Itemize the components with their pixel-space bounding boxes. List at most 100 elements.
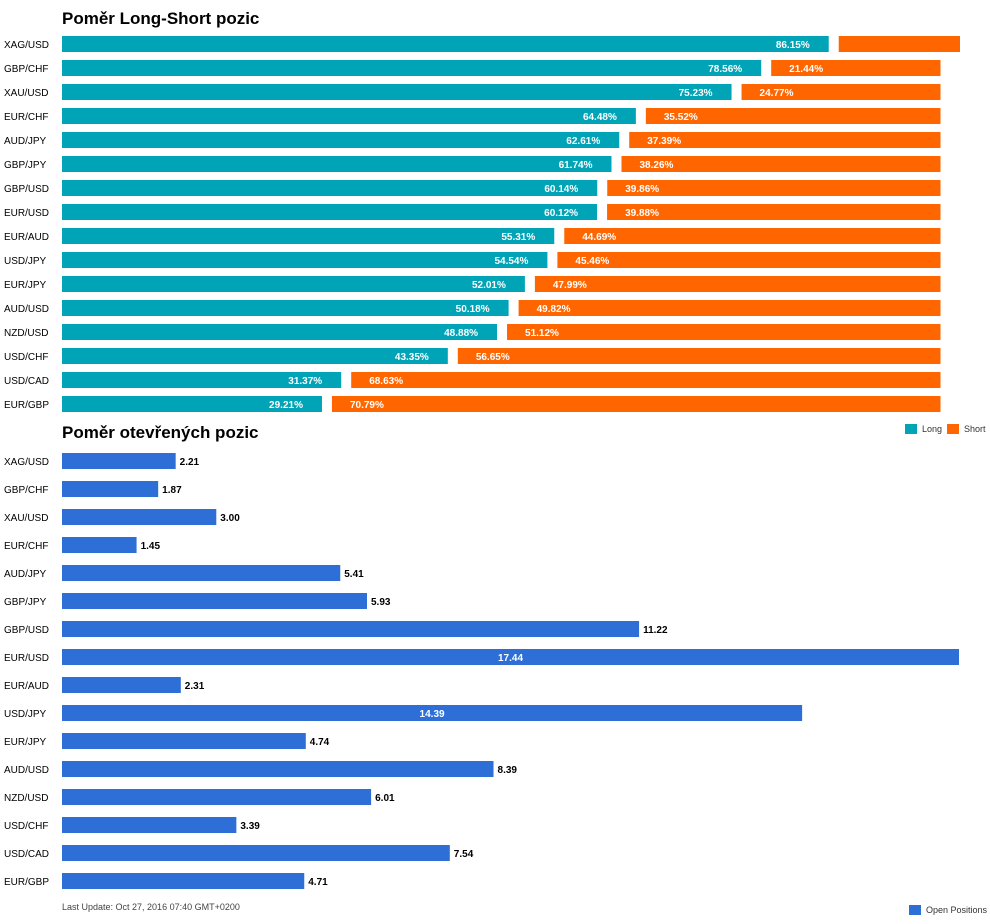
open-positions-value-label-gbp-jpy: 5.93 xyxy=(371,597,391,608)
short-bar-eur-aud xyxy=(564,228,941,244)
category-label-xau-usd: XAU/USD xyxy=(4,88,48,99)
short-value-label-gbp-jpy: 38.26% xyxy=(639,160,673,171)
short-value-label-usd-jpy: 45.46% xyxy=(575,256,609,267)
category-label-xag-usd: XAG/USD xyxy=(4,40,49,51)
long-bar-usd-cad xyxy=(62,372,342,388)
long-bar-aud-jpy xyxy=(62,132,620,148)
long-short-chart-title: Poměr Long-Short pozic xyxy=(62,9,260,28)
category-label-eur-jpy: EUR/JPY xyxy=(4,737,47,748)
long-short-chart: XAG/USD 86.15% GBP/CHF 78.56% 21.44% XAU/USD 7… xyxy=(4,36,960,412)
open-positions-bar-usd-jpy xyxy=(62,705,803,721)
category-label-eur-chf: EUR/CHF xyxy=(4,541,48,552)
short-value-label-eur-aud: 44.69% xyxy=(582,232,616,243)
open-positions-bar-eur-usd xyxy=(62,649,959,665)
short-bar-usd-cad xyxy=(351,372,941,388)
long-value-label-gbp-jpy: 61.74% xyxy=(559,160,593,171)
legend-open-label: Open Positions xyxy=(926,905,988,915)
open-positions-value-label-eur-usd: 17.44 xyxy=(498,653,523,664)
open-positions-value-label-gbp-chf: 1.87 xyxy=(162,485,182,496)
long-value-label-aud-jpy: 62.61% xyxy=(566,136,600,147)
open-positions-chart-title: Poměr otevřených pozic xyxy=(62,423,259,442)
open-positions-value-label-xag-usd: 2.21 xyxy=(180,457,200,468)
open-positions-bar-eur-gbp xyxy=(62,873,305,889)
category-label-eur-jpy: EUR/JPY xyxy=(4,280,47,291)
long-value-label-xau-usd: 75.23% xyxy=(679,88,713,99)
category-label-aud-usd: AUD/USD xyxy=(4,765,49,776)
legend-open-swatch xyxy=(909,905,921,915)
open-positions-value-label-eur-chf: 1.45 xyxy=(141,541,161,552)
short-bar-aud-usd xyxy=(518,300,941,316)
long-value-label-gbp-chf: 78.56% xyxy=(708,64,742,75)
long-bar-usd-chf xyxy=(62,348,448,364)
open-positions-bar-gbp-jpy xyxy=(62,593,368,609)
category-label-usd-cad: USD/CAD xyxy=(4,376,49,387)
long-value-label-eur-gbp: 29.21% xyxy=(269,400,303,411)
legend-long: Long xyxy=(905,424,942,434)
open-positions-value-label-eur-jpy: 4.74 xyxy=(310,737,330,748)
category-label-xag-usd: XAG/USD xyxy=(4,457,49,468)
short-bar-eur-usd xyxy=(607,204,941,220)
category-label-xau-usd: XAU/USD xyxy=(4,513,48,524)
category-label-usd-chf: USD/CHF xyxy=(4,821,48,832)
category-label-nzd-usd: NZD/USD xyxy=(4,328,48,339)
long-bar-xag-usd xyxy=(62,36,829,52)
category-label-gbp-usd: GBP/USD xyxy=(4,625,49,636)
long-value-label-aud-usd: 50.18% xyxy=(456,304,490,315)
open-positions-value-label-usd-cad: 7.54 xyxy=(454,849,474,860)
long-value-label-eur-chf: 64.48% xyxy=(583,112,617,123)
open-positions-value-label-usd-chf: 3.39 xyxy=(240,821,260,832)
short-value-label-usd-chf: 56.65% xyxy=(476,352,510,363)
short-value-label-aud-jpy: 37.39% xyxy=(647,136,681,147)
short-bar-gbp-usd xyxy=(607,180,941,196)
open-positions-chart: XAG/USD 2.21 GBP/CHF 1.87 XAU/USD 3.00 EUR/CHF… xyxy=(4,453,959,889)
short-bar-xag-usd xyxy=(838,36,960,52)
open-positions-value-label-usd-jpy: 14.39 xyxy=(420,709,445,720)
open-positions-bar-xag-usd xyxy=(62,453,176,469)
category-label-eur-gbp: EUR/GBP xyxy=(4,877,49,888)
open-positions-bar-eur-chf xyxy=(62,537,137,553)
legend-long-label: Long xyxy=(922,424,943,434)
open-positions-value-label-aud-jpy: 5.41 xyxy=(344,569,364,580)
long-value-label-usd-jpy: 54.54% xyxy=(494,256,528,267)
long-value-label-nzd-usd: 48.88% xyxy=(444,328,478,339)
short-bar-eur-gbp xyxy=(331,396,941,412)
long-bar-eur-gbp xyxy=(62,396,322,412)
long-value-label-eur-usd: 60.12% xyxy=(544,208,578,219)
short-value-label-gbp-usd: 39.86% xyxy=(625,184,659,195)
short-value-label-gbp-chf: 21.44% xyxy=(789,64,823,75)
category-label-gbp-usd: GBP/USD xyxy=(4,184,49,195)
long-bar-nzd-usd xyxy=(62,324,498,340)
short-value-label-eur-chf: 35.52% xyxy=(664,112,698,123)
category-label-gbp-jpy: GBP/JPY xyxy=(4,597,47,608)
short-bar-eur-jpy xyxy=(534,276,941,292)
category-label-eur-aud: EUR/AUD xyxy=(4,232,49,243)
short-value-label-nzd-usd: 51.12% xyxy=(525,328,559,339)
category-label-gbp-chf: GBP/CHF xyxy=(4,485,48,496)
category-label-eur-chf: EUR/CHF xyxy=(4,112,48,123)
long-bar-eur-chf xyxy=(62,108,636,124)
short-bar-gbp-chf xyxy=(771,60,941,76)
short-bar-eur-chf xyxy=(645,108,941,124)
open-positions-bar-aud-jpy xyxy=(62,565,341,581)
short-value-label-eur-usd: 39.88% xyxy=(625,208,659,219)
long-bar-eur-usd xyxy=(62,204,598,220)
open-positions-bar-nzd-usd xyxy=(62,789,372,805)
short-bar-xau-usd xyxy=(741,84,941,100)
category-label-aud-usd: AUD/USD xyxy=(4,304,49,315)
short-value-label-eur-gbp: 70.79% xyxy=(350,400,384,411)
open-positions-value-label-gbp-usd: 11.22 xyxy=(643,625,668,636)
long-bar-aud-usd xyxy=(62,300,509,316)
category-label-usd-chf: USD/CHF xyxy=(4,352,48,363)
legend-short-swatch xyxy=(947,424,959,434)
short-value-label-eur-jpy: 47.99% xyxy=(553,280,587,291)
long-value-label-usd-chf: 43.35% xyxy=(395,352,429,363)
open-positions-bar-usd-cad xyxy=(62,845,450,861)
category-label-eur-usd: EUR/USD xyxy=(4,653,49,664)
long-value-label-eur-jpy: 52.01% xyxy=(472,280,506,291)
open-positions-bar-aud-usd xyxy=(62,761,494,777)
open-positions-value-label-eur-gbp: 4.71 xyxy=(308,877,328,888)
legend-short: Short xyxy=(947,424,986,434)
category-label-gbp-chf: GBP/CHF xyxy=(4,64,48,75)
open-positions-bar-usd-chf xyxy=(62,817,237,833)
open-positions-bar-eur-aud xyxy=(62,677,181,693)
